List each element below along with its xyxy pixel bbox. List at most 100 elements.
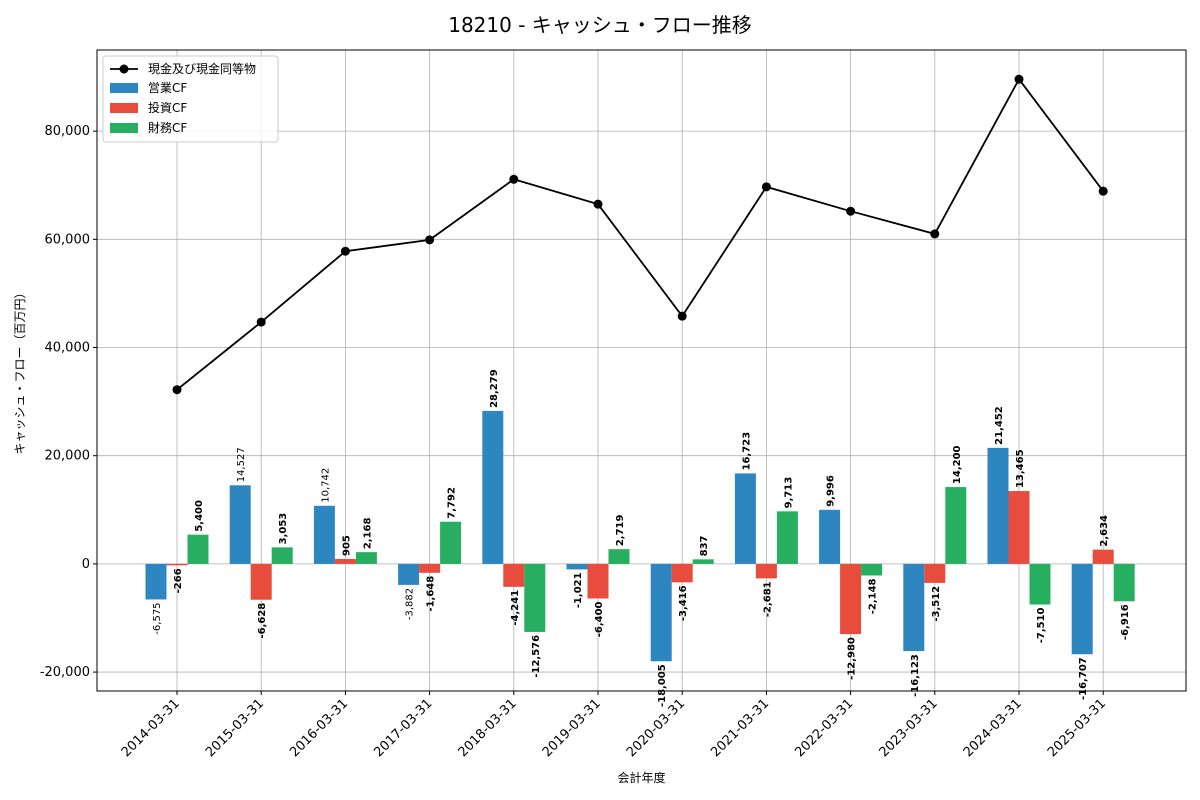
x-tick-label: 2018-03-31 [456,696,520,760]
bar-営業CF [650,563,672,662]
cash-line-point [593,199,603,209]
y-tick-label: 80,000 [45,124,91,139]
bar-value-label: -3,882 [405,588,416,620]
cash-line-point [425,235,435,245]
bar-営業CF [482,410,504,564]
bar-投資CF [587,563,609,599]
cash-line-point [846,206,856,216]
legend-box [102,55,279,143]
x-tick-label: 2021-03-31 [708,696,772,760]
bar-営業CF [313,505,335,564]
x-tick-label: 2024-03-31 [961,696,1025,760]
bar-value-label: -12,576 [531,635,542,678]
bar-value-label: 2,634 [1099,515,1110,547]
bar-財務CF [608,549,630,564]
cash-line [172,74,1108,395]
bar-営業CF [1071,563,1093,655]
x-tick-label: 2022-03-31 [792,696,856,760]
bar-営業CF [987,447,1009,564]
x-axis-label: 会計年度 [617,770,665,785]
legend-line-marker [119,64,129,74]
bar-財務CF [271,547,293,564]
legend-label: 財務CF [148,120,187,135]
bar-投資CF [419,563,441,573]
cash-line-point [1098,186,1108,196]
chart-title: 18210 - キャッシュ・フロー推移 [448,13,752,37]
bar-value-label: -2,681 [762,581,773,617]
bar-営業CF [566,563,588,570]
y-axis-label: キャッシュ・フロー（百万円） [13,286,27,454]
y-tick-label: -20,000 [40,665,90,680]
legend-label: 営業CF [148,81,187,95]
bar-value-label: -6,575 [152,602,163,634]
bar-value-label: -6,628 [257,603,268,639]
bar-value-label: 28,279 [489,369,500,408]
y-tick-label: 40,000 [45,341,91,356]
bar-value-label: -6,400 [594,601,605,637]
bar-財務CF [692,559,714,564]
cash-line-path [176,77,1104,391]
bar-value-label: -1,021 [573,572,584,608]
bar-value-label: 10,742 [320,468,331,503]
bar-value-label: -16,707 [1078,657,1089,700]
bar-value-label: -3,512 [931,586,942,622]
legend-swatch [110,83,138,93]
x-axis-ticks: 2014-03-31 2015-03-31 2016-03-31 2017-03-31… [119,691,1109,760]
x-tick-label: 2019-03-31 [540,696,604,760]
bar-投資CF [924,563,946,583]
bar-財務CF [440,521,462,564]
bar-value-label: 2,168 [362,517,373,549]
bar-value-label: -2,148 [868,578,879,614]
bar-value-label: -3,416 [678,585,689,621]
bar-投資CF [755,563,777,579]
cash-line-point [256,317,266,327]
legend-label: 投資CF [148,100,187,115]
bar-財務CF [861,563,883,576]
bar-value-label: 14,527 [236,447,247,482]
bar-投資CF [334,558,356,564]
bar-営業CF [819,509,841,564]
bar-営業CF [145,563,167,600]
bar-投資CF [671,563,693,583]
bar-labels: -6,575 14,527 10,742 -3,882 28,279 -1,021 -18,… [152,369,1131,707]
bar-投資CF [840,563,862,635]
bar-value-label: -18,005 [657,664,668,707]
y-tick-label: 0 [82,557,90,572]
bar-財務CF [945,487,967,564]
legend-swatch [110,103,138,113]
bar-財務CF [776,511,798,564]
x-tick-label: 2023-03-31 [877,696,941,760]
bar-value-label: 7,792 [447,487,458,519]
bar-財務CF [1113,563,1135,602]
bar-value-label: -266 [173,568,184,593]
bar-営業CF [734,473,756,564]
cash-line-point [930,229,940,239]
x-tick-label: 2025-03-31 [1045,696,1109,760]
bar-投資CF [1008,491,1030,564]
bar-営業CF [229,485,251,564]
plot-frame [96,49,1187,692]
cash-line-point [509,174,519,184]
bars [145,410,1135,662]
bar-value-label: 837 [699,535,710,556]
bar-value-label: 2,719 [615,515,626,547]
bar-営業CF [398,563,420,585]
x-tick-label: 2016-03-31 [287,696,351,760]
bar-投資CF [1092,549,1114,564]
bar-value-label: -16,123 [910,654,921,697]
bar-value-label: 9,713 [783,477,794,509]
y-axis-ticks: -20,000 0 20,000 40,000 60,000 80,000 [40,124,97,680]
bar-value-label: 9,996 [826,475,837,507]
bar-財務CF [187,534,209,564]
bar-value-label: 3,053 [278,513,289,545]
bar-value-label: -4,241 [510,590,521,626]
bar-value-label: -6,916 [1120,604,1131,640]
bar-投資CF [250,563,272,600]
cash-line-point [340,246,350,256]
bar-財務CF [524,563,546,632]
bar-営業CF [903,563,925,652]
bar-value-label: 21,452 [994,406,1005,445]
bar-value-label: -7,510 [1036,607,1047,643]
